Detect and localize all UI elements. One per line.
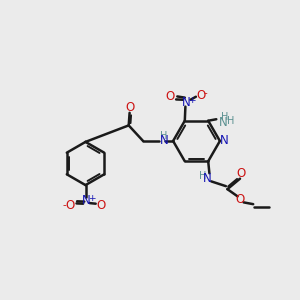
- Text: O: O: [125, 101, 134, 114]
- Text: O: O: [166, 90, 175, 103]
- Text: O: O: [97, 199, 106, 212]
- Text: N: N: [159, 134, 168, 148]
- Text: O: O: [236, 167, 245, 180]
- Text: +: +: [189, 96, 196, 105]
- Text: -: -: [63, 200, 66, 210]
- Text: N: N: [82, 194, 91, 207]
- Text: N: N: [219, 116, 228, 129]
- Text: N: N: [203, 172, 212, 185]
- Text: -: -: [204, 88, 207, 98]
- Text: H: H: [221, 112, 228, 122]
- Text: N: N: [182, 96, 191, 109]
- Text: O: O: [65, 199, 74, 212]
- Text: H: H: [227, 116, 234, 126]
- Text: H: H: [160, 131, 167, 141]
- Text: +: +: [88, 194, 96, 203]
- Text: H: H: [199, 171, 206, 181]
- Text: N: N: [219, 134, 228, 148]
- Text: O: O: [236, 194, 244, 206]
- Text: O: O: [196, 89, 205, 102]
